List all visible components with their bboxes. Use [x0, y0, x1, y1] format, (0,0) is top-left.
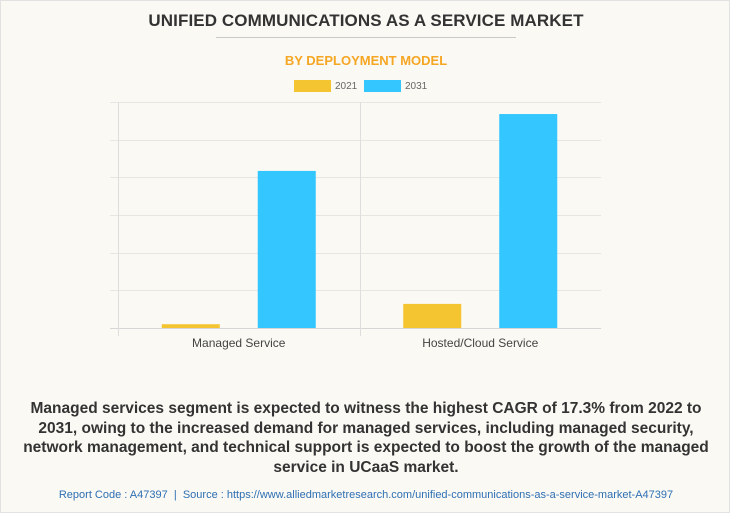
legend-item-2021[interactable]: 2021	[294, 80, 357, 92]
bar-2031-hosted-cloud-service	[499, 114, 558, 328]
legend-label-2031: 2031	[405, 80, 428, 92]
x-tick-label: Managed Service	[192, 336, 286, 350]
footer-separator: |	[173, 489, 177, 501]
legend-swatch-2021	[294, 80, 331, 92]
bar-2021-hosted-cloud-service	[403, 303, 462, 328]
chart-title: UNIFIED COMMUNICATIONS AS A SERVICE MARK…	[148, 11, 584, 30]
legend-item-2031[interactable]: 2031	[364, 80, 427, 92]
footer: Report Code : A47397 | Source : https://…	[1, 489, 730, 501]
bars	[161, 114, 558, 328]
legend: 2021 2031	[1, 80, 730, 96]
legend-swatch-2031	[364, 80, 401, 92]
report-code: Report Code : A47397	[58, 489, 168, 501]
title-divider	[216, 37, 516, 38]
bar-2031-managed-service	[257, 170, 316, 328]
bar-2021-managed-service	[161, 324, 220, 328]
legend-label-2021: 2021	[335, 80, 358, 92]
chart-subtitle: BY DEPLOYMENT MODEL	[284, 53, 448, 68]
source-link[interactable]: Source : https://www.alliedmarketresearc…	[182, 489, 674, 501]
x-axis-labels: Managed Service Hosted/Cloud Service	[192, 336, 539, 350]
x-tick-label: Hosted/Cloud Service	[422, 336, 538, 350]
chart-note: Managed services segment is expected to …	[23, 400, 709, 476]
